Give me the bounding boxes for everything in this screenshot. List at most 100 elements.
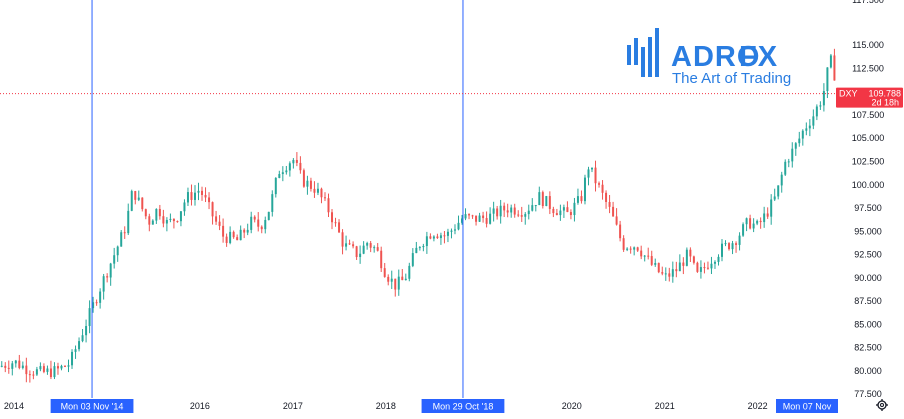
candle-body xyxy=(587,169,590,178)
candle-body xyxy=(236,237,239,241)
y-tick-label: 117.500 xyxy=(852,0,884,5)
candle-body xyxy=(373,247,376,249)
candle-body xyxy=(394,278,397,290)
candle-body xyxy=(162,216,165,224)
candle-body xyxy=(425,236,428,247)
candle-body xyxy=(401,276,404,281)
y-tick-label: 87.500 xyxy=(854,296,882,306)
candle-body xyxy=(197,190,200,193)
candle-body xyxy=(292,159,295,164)
candle-body xyxy=(664,273,667,275)
candle-body xyxy=(123,232,126,234)
candle-body xyxy=(808,125,811,129)
candle-body xyxy=(229,231,232,243)
candle-body xyxy=(598,183,601,185)
candle-body xyxy=(468,214,471,216)
candle-body xyxy=(773,196,776,200)
candle-body xyxy=(165,219,168,224)
candle-body xyxy=(42,366,45,372)
candle-body xyxy=(482,215,485,219)
candle-body xyxy=(657,263,660,273)
candle-body xyxy=(316,188,319,193)
candle-body xyxy=(155,208,158,221)
candle-body xyxy=(805,128,808,131)
candle-body xyxy=(573,202,576,216)
candle-body xyxy=(404,278,407,281)
candle-body xyxy=(63,365,66,367)
settings-gear-icon[interactable] xyxy=(876,399,888,411)
candle-body xyxy=(763,213,766,223)
candle-body xyxy=(720,243,723,257)
candle-body xyxy=(622,238,625,250)
candle-body xyxy=(109,263,112,278)
candle-body xyxy=(225,236,228,243)
candle-body xyxy=(499,205,502,217)
marker-date-label-bg xyxy=(776,399,838,413)
candle-body xyxy=(92,302,95,309)
logo-brand-main: ADRO xyxy=(671,41,760,73)
candle-body xyxy=(53,366,56,378)
candle-body xyxy=(418,247,421,249)
candle-body xyxy=(520,215,523,217)
candle-body xyxy=(682,262,685,266)
candle-body xyxy=(661,272,664,274)
candle-body xyxy=(208,197,211,203)
candle-body xyxy=(524,214,527,217)
candle-body xyxy=(151,220,154,225)
candle-body xyxy=(503,205,506,211)
candle-body xyxy=(538,192,541,206)
candle-body xyxy=(745,218,748,225)
y-tick-label: 102.500 xyxy=(852,156,885,166)
logo-brand-accent: FX xyxy=(739,41,778,73)
candle-body xyxy=(4,365,7,368)
candle-body xyxy=(759,220,762,223)
candle-body xyxy=(580,196,583,202)
candle-body xyxy=(348,243,351,245)
candle-body xyxy=(35,369,38,375)
price-axis[interactable]: 77.500 80.000 82.500 85.000 87.500 90.000 92.5… xyxy=(836,0,904,400)
marker-date-label: Mon 03 Nov '14 xyxy=(61,402,124,412)
candle-body xyxy=(822,91,825,106)
candle-body xyxy=(222,225,225,237)
candle-body xyxy=(288,163,291,171)
candle-body xyxy=(591,167,594,170)
candle-body xyxy=(766,213,769,217)
candle-body xyxy=(204,194,207,198)
candle-body xyxy=(253,216,256,220)
candle-body xyxy=(306,180,309,187)
candle-body xyxy=(172,218,175,222)
candle-body xyxy=(675,269,678,272)
candle-body xyxy=(826,67,829,92)
symbol-label: DXY xyxy=(839,89,858,99)
y-tick-label: 80.000 xyxy=(854,366,882,376)
candle-body xyxy=(67,365,70,367)
candle-body xyxy=(201,190,204,195)
candle-body xyxy=(728,243,731,250)
candle-body xyxy=(489,213,492,224)
last-price-value: 109.788 xyxy=(868,89,901,99)
candle-body xyxy=(376,247,379,251)
candle-body xyxy=(527,210,530,215)
candle-body xyxy=(28,374,31,376)
x-tick-label: 2022 xyxy=(748,401,768,411)
candle-body xyxy=(791,148,794,162)
y-tick-label: 112.500 xyxy=(852,63,884,73)
x-tick-label: 2021 xyxy=(655,401,675,411)
candle-body xyxy=(833,55,836,81)
candle-body xyxy=(81,335,84,342)
x-tick-label: 2017 xyxy=(283,401,303,411)
candle-body xyxy=(408,265,411,279)
marker-date-label: Mon 07 Nov xyxy=(783,402,832,412)
candle-body xyxy=(738,235,741,245)
logo-tagline: The Art of Trading xyxy=(672,70,791,87)
candle-body xyxy=(415,247,418,254)
candle-body xyxy=(545,196,548,207)
candle-body xyxy=(601,184,604,193)
candle-body xyxy=(436,236,439,239)
y-tick-label: 82.500 xyxy=(854,343,882,353)
y-tick-label: 77.500 xyxy=(854,389,882,399)
candle-body xyxy=(130,191,133,211)
candle-body xyxy=(510,207,513,213)
